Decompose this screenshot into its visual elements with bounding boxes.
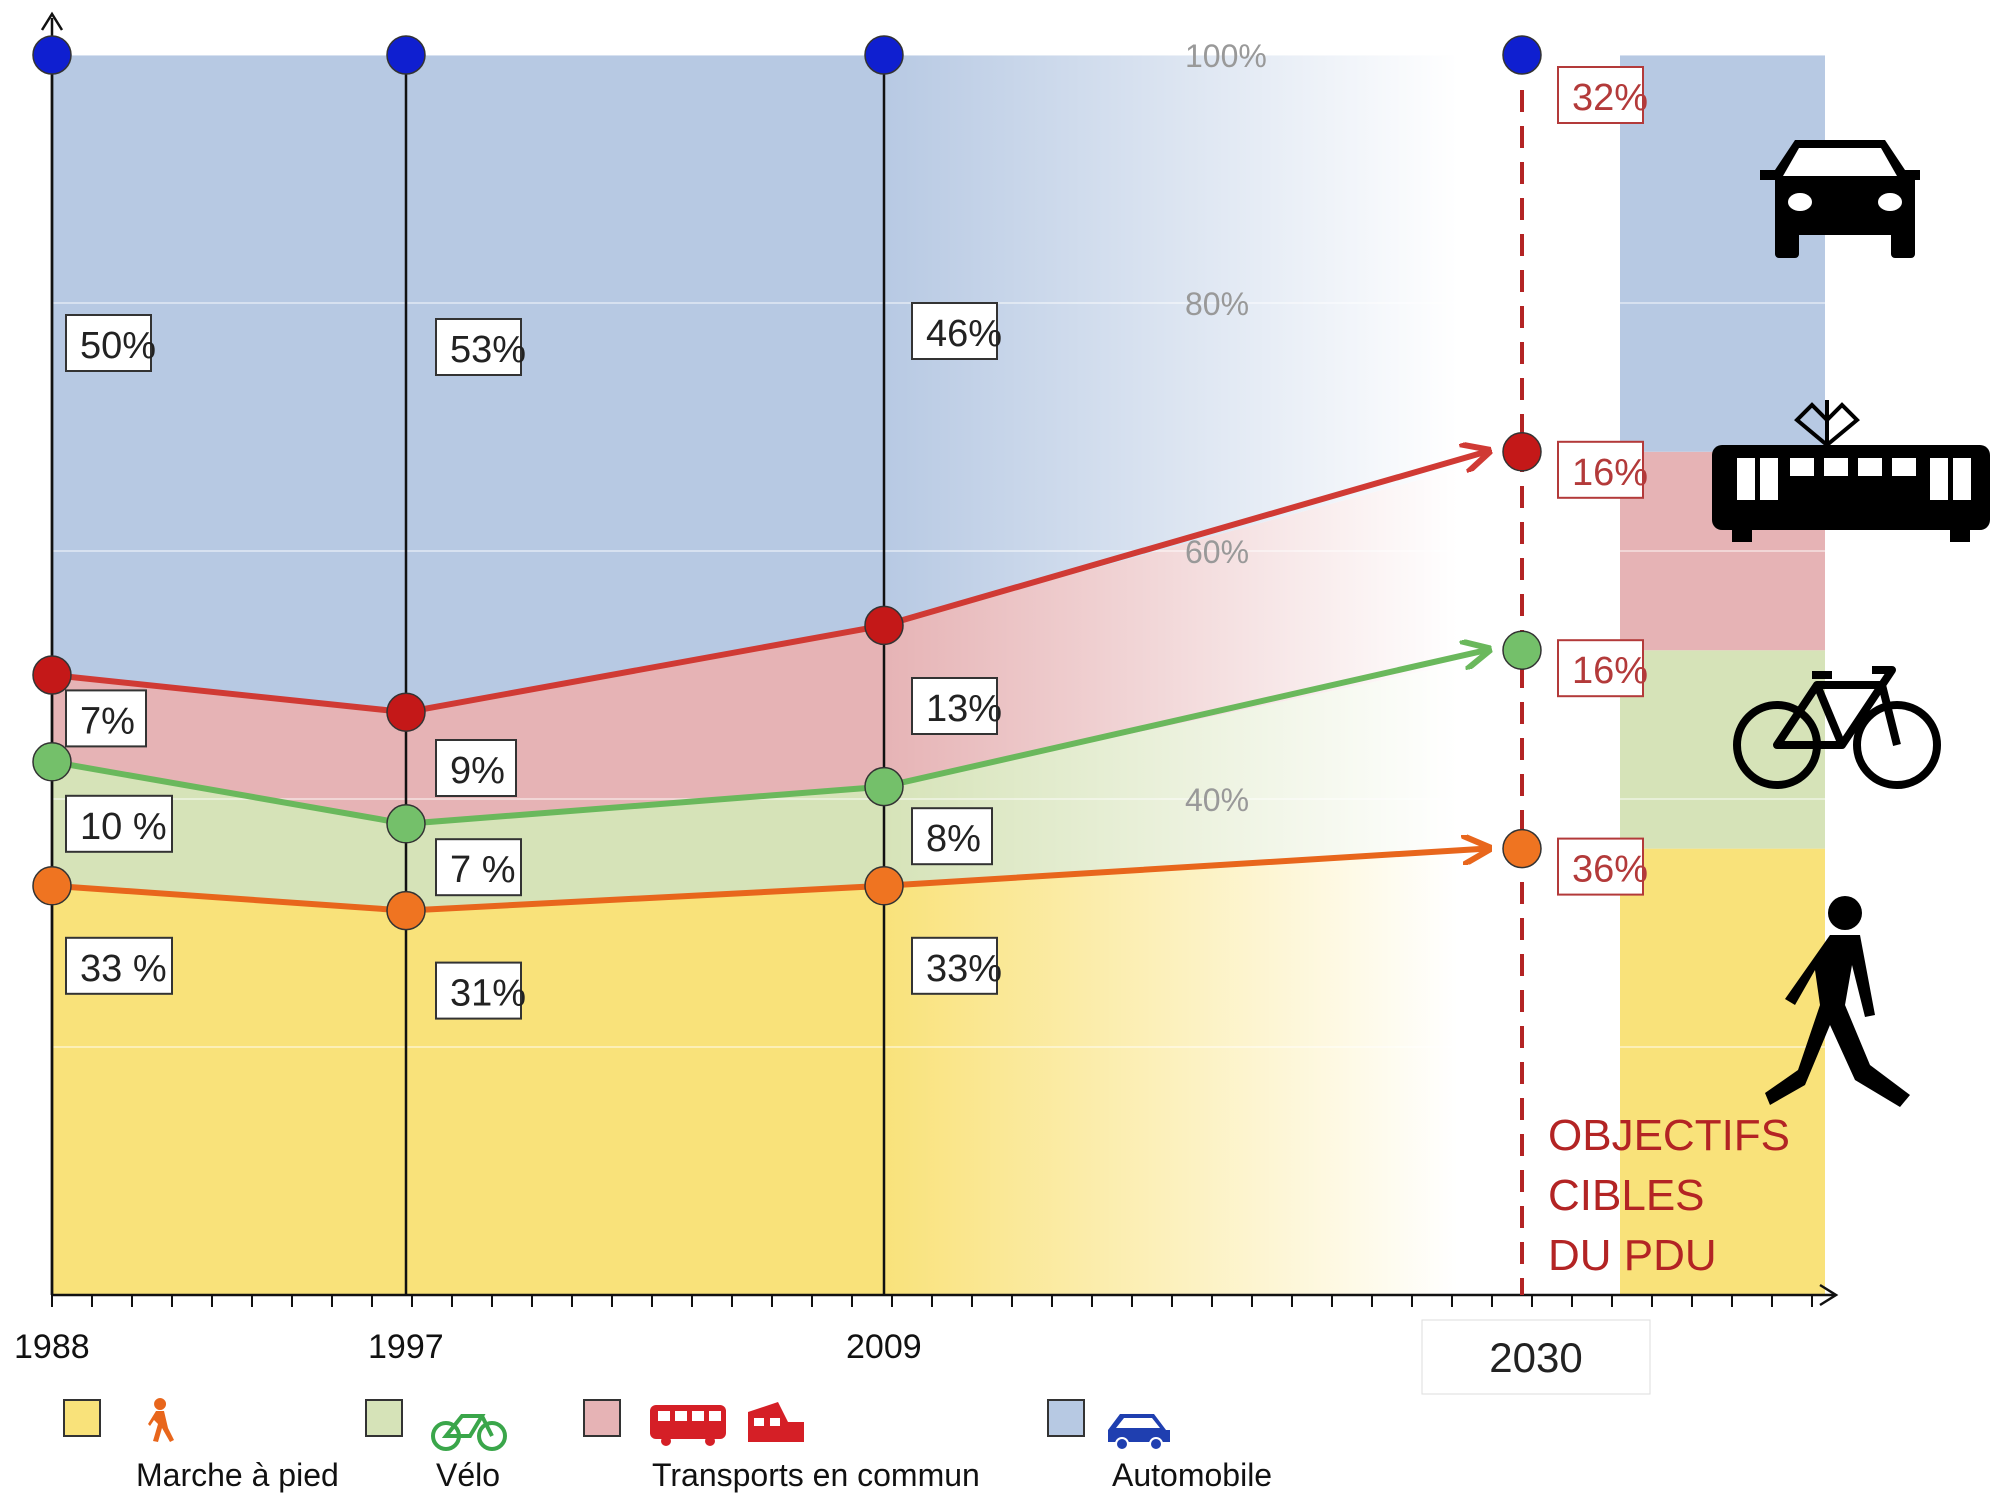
legend-swatch [1047,1399,1085,1437]
legend-label: Vélo [436,1457,500,1493]
value-label-box [65,936,173,995]
data-point [864,605,904,646]
boundary-line-1 [51,650,1486,827]
target-value-label: 16% [1572,650,1648,692]
value-label-box [435,961,522,1020]
value-label: 10 % [80,806,167,848]
y-tick-label: 100% [1185,38,1267,74]
value-label: 50% [80,325,156,367]
legend-swatch [63,1399,101,1437]
value-label: 9% [450,750,505,792]
legend-label: Marche à pied [136,1457,339,1493]
legend-swatch [365,1399,403,1437]
target-note-line: CIBLES [1548,1171,1705,1220]
value-label-box [435,838,522,897]
target-note-line: OBJECTIFS [1548,1111,1790,1160]
tram-icon [1712,400,1990,542]
value-label: 53% [450,329,526,371]
target-point [1502,630,1542,670]
target-value-label-box [1557,440,1644,499]
legend-swatch [583,1399,621,1437]
target-year-label: 2030 [1489,1334,1582,1381]
pedestrian-icon [1765,896,1910,1107]
value-label-box [911,807,993,866]
value-label: 31% [450,973,526,1015]
value-label: 8% [926,818,981,860]
value-label-box [911,936,998,995]
x-axis-arrow [1819,1283,1839,1307]
target-value-label-box [1557,837,1644,896]
y-tick-label: 80% [1185,286,1249,322]
target-value-label-box [1557,639,1644,698]
y-tick-label: 40% [1185,782,1249,818]
year-label: 2009 [846,1328,922,1366]
value-label: 13% [926,688,1002,730]
bicycle-icon [1733,666,1941,789]
target-note-line: DU PDU [1548,1231,1717,1280]
target-value-label: 16% [1572,452,1648,494]
data-point [32,35,72,75]
value-label-box [911,677,998,735]
value-label-box [435,739,517,797]
value-label-box [435,318,522,376]
target-value-label: 36% [1572,849,1648,891]
value-label: 7% [80,700,135,742]
data-point [32,866,72,906]
value-label-box [911,302,998,360]
car-icon [1760,140,1920,258]
value-label-box [65,314,152,372]
target-point [1502,35,1542,75]
target-point [1502,432,1542,472]
data-point [864,766,904,807]
data-point [386,35,426,75]
target-value-label-box [1557,66,1644,124]
data-point [864,35,904,75]
target-point [1502,828,1542,869]
y-axis-arrow [40,11,64,31]
target-value-label: 32% [1572,77,1648,119]
bus-icon [650,1405,726,1446]
data-point [386,890,426,931]
train-icon [748,1402,804,1442]
legend-label: Automobile [1112,1457,1272,1493]
data-point [32,655,72,695]
value-label-box [65,689,147,748]
boundary-line-0 [51,849,1486,914]
value-label: 33 % [80,948,167,990]
target-year-box [1421,1319,1651,1395]
pedestrian-icon [148,1398,174,1442]
legend-label: Transports en commun [652,1457,980,1493]
value-label-box [65,794,173,853]
year-label: 1997 [368,1328,444,1366]
value-label: 7 % [450,849,515,891]
boundary-line-2 [51,452,1486,716]
data-point [864,866,904,906]
car-icon [1108,1414,1170,1451]
bicycle-icon [431,1414,507,1451]
data-point [386,692,426,732]
value-label: 33% [926,948,1002,990]
y-tick-label: 60% [1185,534,1249,570]
value-label: 46% [926,313,1002,355]
year-label: 1988 [14,1328,90,1366]
data-point [32,742,72,782]
future-fade [880,40,1620,1300]
data-point [386,804,426,844]
